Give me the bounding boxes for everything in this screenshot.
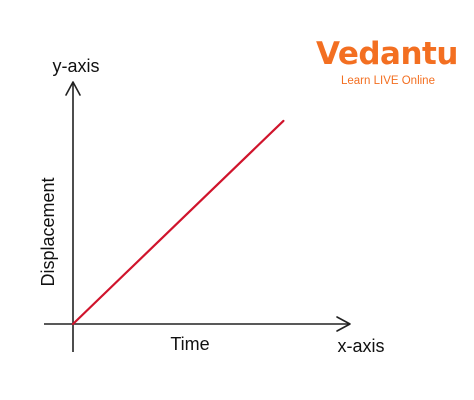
vedantu-logo: Vedantu Learn LIVE Online [316,36,458,87]
x-axis-name: x-axis [337,336,384,356]
series-line-0 [71,119,285,326]
series-layer [71,119,285,326]
logo-brand-text: Vedantu [316,36,458,72]
y-axis-name: y-axis [52,56,99,76]
x-axis-label: Time [170,334,209,354]
y-axis-label: Displacement [38,177,58,286]
y-axis-arrow [65,81,81,96]
x-axis-arrow [336,316,351,332]
logo-tagline: Learn LIVE Online [341,75,435,87]
